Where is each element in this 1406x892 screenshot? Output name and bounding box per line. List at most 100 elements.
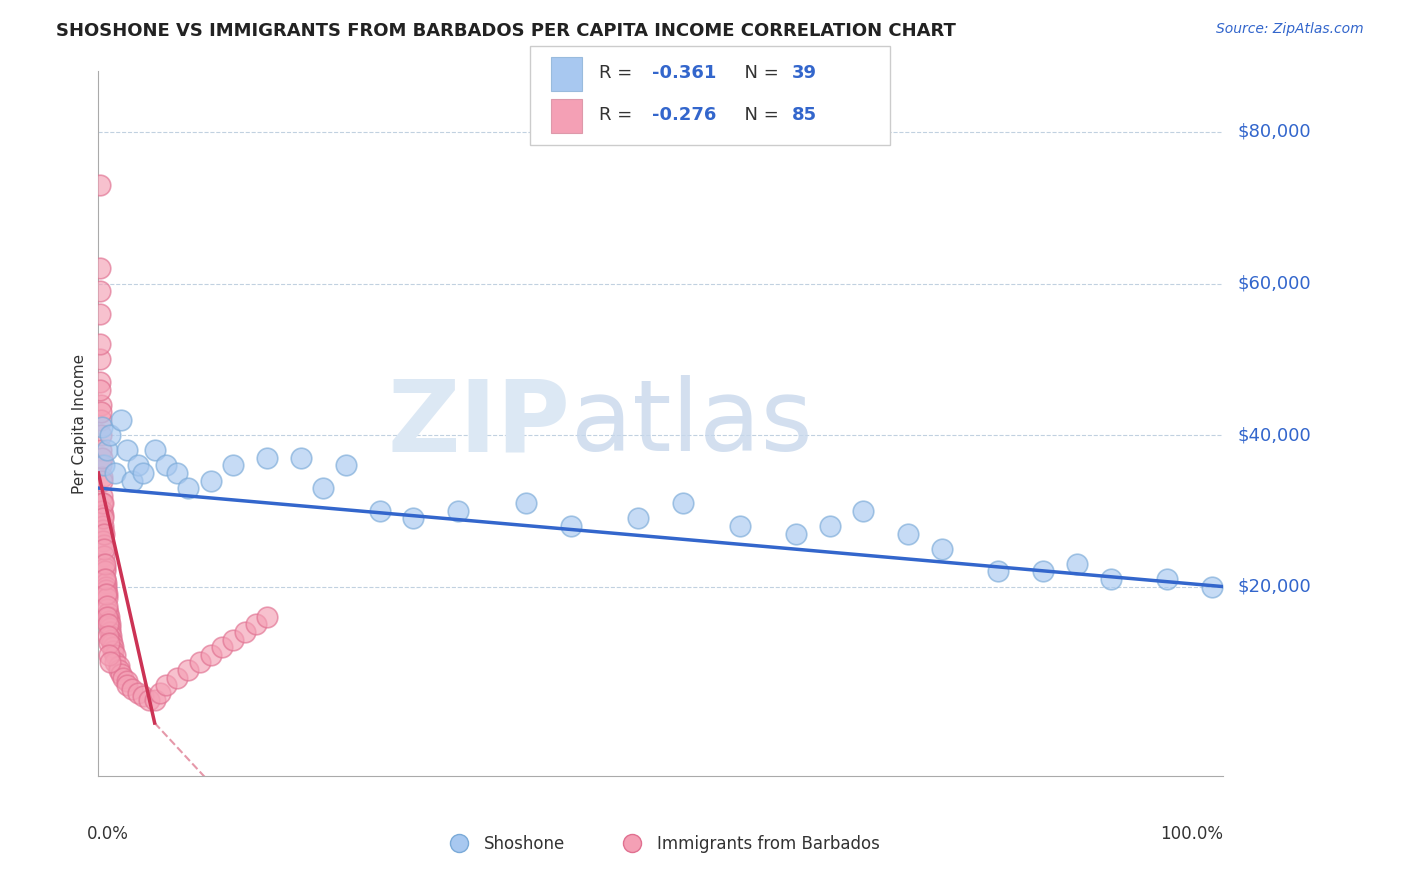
Point xyxy=(98,625,121,640)
Point xyxy=(627,511,650,525)
Point xyxy=(852,504,875,518)
Point xyxy=(312,481,335,495)
Point xyxy=(127,686,149,700)
Point xyxy=(104,648,127,662)
Y-axis label: Per Capita Income: Per Capita Income xyxy=(72,353,87,494)
Point xyxy=(93,534,115,549)
Point xyxy=(96,587,118,601)
Point xyxy=(89,178,111,192)
Point xyxy=(107,663,129,677)
Point xyxy=(93,560,115,574)
Point xyxy=(112,671,135,685)
Point xyxy=(211,640,233,655)
Point xyxy=(96,583,118,598)
Point xyxy=(94,572,117,586)
Point xyxy=(89,375,111,389)
Point xyxy=(101,636,124,650)
Point xyxy=(94,572,117,586)
Point xyxy=(149,686,172,700)
Point xyxy=(143,693,166,707)
Point xyxy=(98,648,121,662)
Point xyxy=(96,602,118,616)
Point xyxy=(515,496,537,510)
Point xyxy=(93,549,115,564)
Point xyxy=(98,656,121,670)
Point xyxy=(368,504,391,518)
Point xyxy=(931,541,953,556)
Text: N =: N = xyxy=(733,105,785,124)
Point xyxy=(987,565,1010,579)
Point xyxy=(93,557,115,571)
Point xyxy=(96,443,118,458)
Point xyxy=(104,466,127,480)
Point xyxy=(107,659,129,673)
Point xyxy=(93,538,115,552)
Point xyxy=(233,625,256,640)
Point xyxy=(200,474,222,488)
Point xyxy=(132,690,155,704)
Point xyxy=(121,681,143,696)
Point xyxy=(200,648,222,662)
Point xyxy=(256,610,278,624)
Point xyxy=(91,519,114,533)
Point xyxy=(89,383,111,397)
Text: Source: ZipAtlas.com: Source: ZipAtlas.com xyxy=(1216,22,1364,37)
Point xyxy=(560,519,582,533)
Point xyxy=(97,629,120,643)
Point xyxy=(188,656,211,670)
Text: $60,000: $60,000 xyxy=(1237,275,1310,293)
Point xyxy=(1201,580,1223,594)
Point xyxy=(177,663,200,677)
Text: 39: 39 xyxy=(792,64,817,82)
Point xyxy=(100,632,122,647)
Text: 0.0%: 0.0% xyxy=(87,825,129,843)
Point xyxy=(93,523,115,537)
Point xyxy=(96,591,118,605)
Point xyxy=(94,575,117,590)
Text: $80,000: $80,000 xyxy=(1237,123,1310,141)
Text: ZIP: ZIP xyxy=(388,376,571,472)
Point xyxy=(89,307,111,321)
Point xyxy=(98,428,121,442)
Point xyxy=(97,610,120,624)
Text: 85: 85 xyxy=(792,105,817,124)
Point xyxy=(90,489,112,503)
Point xyxy=(91,504,114,518)
Point xyxy=(127,458,149,473)
Point xyxy=(785,526,807,541)
Text: -0.276: -0.276 xyxy=(652,105,717,124)
Point xyxy=(89,337,111,351)
Point xyxy=(256,450,278,465)
Text: 100.0%: 100.0% xyxy=(1160,825,1223,843)
Point xyxy=(101,644,124,658)
Text: SHOSHONE VS IMMIGRANTS FROM BARBADOS PER CAPITA INCOME CORRELATION CHART: SHOSHONE VS IMMIGRANTS FROM BARBADOS PER… xyxy=(56,22,956,40)
Point xyxy=(90,420,112,434)
Point xyxy=(90,450,112,465)
Text: R =: R = xyxy=(599,64,638,82)
Point xyxy=(89,284,111,298)
Point xyxy=(90,469,112,483)
Point xyxy=(96,580,118,594)
Point xyxy=(115,678,138,692)
Point xyxy=(90,405,112,419)
Point xyxy=(177,481,200,495)
Point xyxy=(90,443,112,458)
Point xyxy=(447,504,470,518)
Text: R =: R = xyxy=(599,105,638,124)
Point xyxy=(222,458,245,473)
Point xyxy=(90,413,112,427)
Point xyxy=(93,541,115,556)
Point xyxy=(93,526,115,541)
Point xyxy=(98,621,121,635)
Point xyxy=(96,610,118,624)
Point xyxy=(91,474,114,488)
Point xyxy=(402,511,425,525)
Point xyxy=(91,511,114,525)
Point xyxy=(1066,557,1088,571)
Point xyxy=(728,519,751,533)
Point xyxy=(222,632,245,647)
Point xyxy=(897,526,920,541)
Point xyxy=(110,413,132,427)
Point xyxy=(672,496,695,510)
Point xyxy=(290,450,312,465)
